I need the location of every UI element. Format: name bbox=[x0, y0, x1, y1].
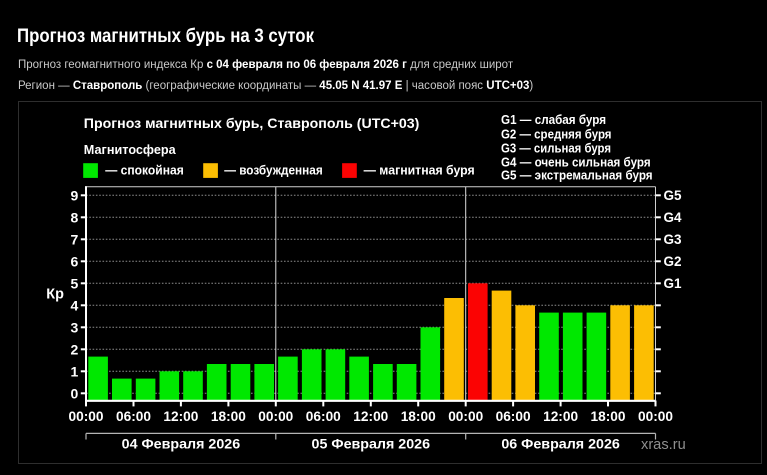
svg-text:05 Февраля 2026: 05 Февраля 2026 bbox=[312, 437, 431, 452]
svg-text:1: 1 bbox=[71, 363, 79, 379]
svg-text:Магнитосфера: Магнитосфера bbox=[84, 142, 177, 157]
svg-text:00:00: 00:00 bbox=[638, 409, 673, 425]
svg-text:Кр: Кр bbox=[46, 285, 64, 302]
svg-text:18:00: 18:00 bbox=[211, 409, 246, 425]
svg-text:2: 2 bbox=[71, 341, 79, 357]
svg-text:18:00: 18:00 bbox=[401, 409, 436, 425]
svg-text:Прогноз магнитных бурь, Ставро: Прогноз магнитных бурь, Ставрополь (UTC+… bbox=[84, 116, 420, 131]
svg-text:xras.ru: xras.ru bbox=[641, 436, 686, 453]
svg-text:06:00: 06:00 bbox=[306, 409, 341, 425]
svg-text:18:00: 18:00 bbox=[591, 409, 626, 425]
svg-text:00:00: 00:00 bbox=[69, 409, 104, 425]
svg-text:00:00: 00:00 bbox=[448, 409, 483, 425]
svg-text:5: 5 bbox=[71, 275, 79, 291]
svg-text:G3 — сильная буря: G3 — сильная буря bbox=[501, 142, 611, 156]
svg-text:06 Февраля 2026: 06 Февраля 2026 bbox=[501, 437, 620, 452]
svg-text:00:00: 00:00 bbox=[258, 409, 293, 425]
svg-text:G4: G4 bbox=[664, 210, 682, 225]
svg-text:7: 7 bbox=[71, 231, 79, 247]
svg-text:G2: G2 bbox=[664, 254, 682, 269]
svg-text:G2 — средняя буря: G2 — средняя буря bbox=[501, 127, 612, 141]
svg-text:06:00: 06:00 bbox=[116, 409, 151, 425]
svg-text:G4 — очень сильная буря: G4 — очень сильная буря bbox=[501, 156, 651, 170]
svg-text:12:00: 12:00 bbox=[163, 409, 198, 425]
svg-text:— спокойная: — спокойная bbox=[105, 163, 184, 178]
svg-text:4: 4 bbox=[71, 297, 79, 313]
svg-text:6: 6 bbox=[71, 253, 79, 269]
svg-text:G5 — экстремальная буря: G5 — экстремальная буря bbox=[501, 169, 653, 183]
svg-text:0: 0 bbox=[71, 385, 79, 401]
svg-text:9: 9 bbox=[71, 187, 79, 203]
svg-text:06:00: 06:00 bbox=[496, 409, 531, 425]
svg-text:G3: G3 bbox=[664, 232, 682, 247]
svg-text:G1 — слабая буря: G1 — слабая буря bbox=[501, 113, 606, 127]
svg-text:8: 8 bbox=[71, 209, 79, 225]
svg-text:12:00: 12:00 bbox=[353, 409, 388, 425]
svg-text:12:00: 12:00 bbox=[543, 409, 578, 425]
svg-text:3: 3 bbox=[71, 319, 79, 335]
svg-text:G5: G5 bbox=[664, 188, 682, 203]
svg-text:04 Февраля 2026: 04 Февраля 2026 bbox=[122, 437, 241, 452]
svg-text:— возбужденная: — возбужденная bbox=[224, 163, 323, 178]
svg-text:G1: G1 bbox=[664, 276, 682, 291]
svg-text:— магнитная буря: — магнитная буря bbox=[364, 163, 475, 178]
